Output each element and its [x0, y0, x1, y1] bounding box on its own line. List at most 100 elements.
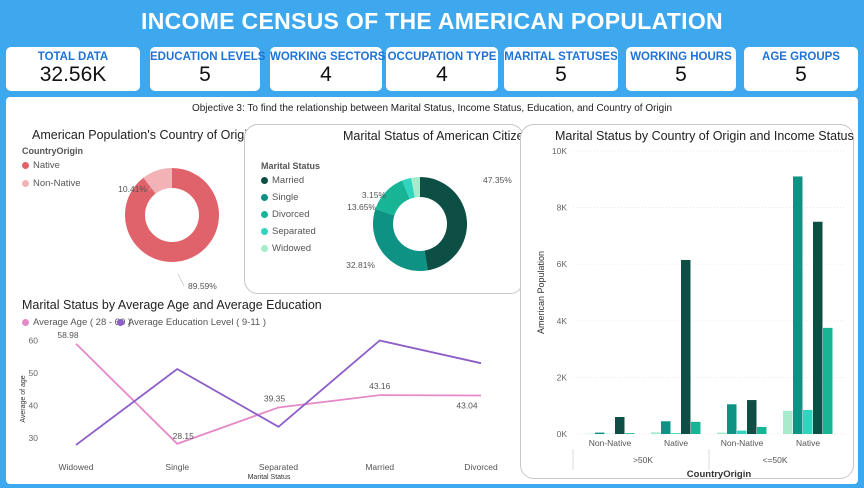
- bar-widowed[interactable]: [717, 432, 727, 434]
- kpi-label: WORKING SECTORS: [270, 51, 386, 63]
- bar-single[interactable]: [727, 404, 737, 434]
- legend-dot: [22, 319, 29, 326]
- bar-separated[interactable]: [671, 433, 681, 434]
- marital-slice-0[interactable]: [420, 177, 467, 271]
- x-tick-label: Widowed: [59, 462, 94, 472]
- country-data-label: 10.41%: [118, 184, 147, 194]
- objective-text: Objective 3: To find the relationship be…: [191, 103, 673, 114]
- line-chart-svg: 30 40 50 60 Average of age Widowed Single Separ…: [20, 330, 498, 481]
- bar-single[interactable]: [793, 176, 803, 434]
- legend-item-non-native[interactable]: Non-Native: [22, 178, 81, 189]
- marital-data-label: 32.81%: [346, 260, 375, 270]
- legend-item-widowed[interactable]: Widowed: [261, 243, 311, 254]
- bar-divorced[interactable]: [691, 421, 701, 434]
- kpi-marital-statuses[interactable]: MARITAL STATUSES 5: [504, 47, 618, 91]
- kpi-label: EDUCATION LEVELS: [150, 51, 266, 63]
- legend-label: Widowed: [272, 243, 312, 254]
- marital-data-label: 47.35%: [483, 175, 512, 185]
- country-origin-card[interactable]: American Population's Country of Origin …: [6, 124, 254, 294]
- legend-label: Married: [272, 175, 305, 186]
- kpi-value: 4: [320, 63, 332, 86]
- legend-label: Divorced: [272, 209, 310, 220]
- bar-single[interactable]: [595, 432, 605, 434]
- age-education-card[interactable]: Marital Status by Average Age and Averag…: [6, 294, 520, 482]
- legend-label: Native: [33, 160, 60, 171]
- marital-country-income-card[interactable]: Marital Status by Country of Origin and …: [520, 124, 854, 480]
- y-tick-label: 50: [29, 368, 39, 378]
- bar-married[interactable]: [681, 259, 691, 434]
- y-tick-label: 0K: [557, 429, 568, 439]
- x-tick-label: Divorced: [464, 462, 498, 472]
- legend-dot: [22, 180, 29, 187]
- kpi-education-levels[interactable]: EDUCATION LEVELS 5: [150, 47, 266, 91]
- legend-item-average-age[interactable]: Average Age ( 28 - 60 ): [22, 317, 131, 328]
- marital-legend-title: Marital Status: [261, 161, 321, 171]
- bar-widowed[interactable]: [783, 410, 793, 434]
- age-data-label: 58.98: [57, 330, 79, 340]
- legend-item-native[interactable]: Native: [22, 160, 60, 171]
- kpi-label: WORKING HOURS: [630, 51, 732, 63]
- legend-dot: [261, 194, 268, 201]
- bar-married[interactable]: [813, 221, 823, 434]
- kpi-value: 5: [555, 63, 567, 86]
- country-data-label: 89.59%: [188, 281, 217, 291]
- marital-data-label: 13.65%: [347, 202, 376, 212]
- country-origin-title: American Population's Country of Origin: [32, 128, 254, 142]
- bar-single[interactable]: [661, 421, 671, 434]
- legend-dot: [261, 228, 268, 235]
- bar-widowed[interactable]: [651, 432, 661, 434]
- country-donut-svg: 10.41% 89.59%: [118, 168, 219, 291]
- legend-dot: [22, 162, 29, 169]
- y-tick-label: 6K: [557, 259, 568, 269]
- marital-slice-3[interactable]: [402, 177, 415, 200]
- dashboard-title: INCOME CENSUS OF THE AMERICAN POPULATION: [141, 8, 723, 34]
- kpi-working-sectors[interactable]: WORKING SECTORS 4: [270, 47, 386, 91]
- kpi-total-data[interactable]: TOTAL DATA 32.56K: [6, 47, 140, 91]
- y-tick-label: 10K: [552, 146, 567, 156]
- y-tick-label: 8K: [557, 203, 568, 213]
- kpi-occupation-type[interactable]: OCCUPATION TYPE 4: [386, 47, 498, 91]
- legend-item-divorced[interactable]: Divorced: [261, 209, 310, 220]
- kpi-age-groups[interactable]: AGE GROUPS 5: [744, 47, 858, 91]
- bar-separated[interactable]: [803, 409, 813, 434]
- kpi-label: MARITAL STATUSES: [504, 51, 618, 63]
- age-data-label: 43.16: [369, 381, 391, 391]
- marital-status-card[interactable]: Marital Status of American Citizen Marit…: [244, 124, 531, 294]
- marital-status-title: Marital Status of American Citizen: [343, 129, 531, 143]
- country-slice-non-native[interactable]: [143, 168, 172, 194]
- marital-slice-4[interactable]: [411, 177, 420, 198]
- bar-divorced[interactable]: [625, 433, 635, 434]
- bar-married[interactable]: [615, 417, 625, 434]
- kpi-value: 32.56K: [39, 63, 107, 86]
- bar-separated[interactable]: [737, 430, 747, 434]
- age-data-label: 43.04: [456, 400, 478, 410]
- country-slice-native[interactable]: [124, 168, 219, 262]
- y-tick-label: 4K: [557, 316, 568, 326]
- bar-chart-title: Marital Status by Country of Origin and …: [555, 129, 854, 143]
- y-tick-label: 2K: [557, 372, 568, 382]
- kpi-row: TOTAL DATA 32.56K EDUCATION LEVELS 5 WOR…: [6, 47, 858, 91]
- kpi-value: 4: [436, 63, 448, 86]
- group-label: <=50K: [762, 455, 787, 465]
- legend-item-single[interactable]: Single: [261, 192, 298, 203]
- x-tick-label: Non-Native: [721, 438, 764, 448]
- x-tick-label: Native: [664, 438, 688, 448]
- marital-slice-1[interactable]: [373, 209, 428, 271]
- legend-item-average-education[interactable]: Average Education Level ( 9-11 ): [117, 317, 266, 328]
- legend-label: Average Education Level ( 9-11 ): [128, 317, 267, 328]
- legend-item-married[interactable]: Married: [261, 175, 304, 186]
- legend-dot: [261, 177, 268, 184]
- report-canvas: Objective 3: To find the relationship be…: [6, 97, 858, 484]
- legend-item-separated[interactable]: Separated: [261, 226, 316, 237]
- marital-slice-2[interactable]: [375, 180, 410, 216]
- marital-donut-svg: 47.35% 32.81% 13.65% 3.15%: [346, 175, 512, 271]
- line-series-1[interactable]: [75, 339, 482, 446]
- bar-married[interactable]: [747, 400, 757, 434]
- kpi-working-hours[interactable]: WORKING HOURS 5: [626, 47, 736, 91]
- line-series-0[interactable]: [75, 343, 482, 445]
- legend-dot: [261, 245, 268, 252]
- y-tick-label: 30: [29, 433, 39, 443]
- bar-divorced[interactable]: [757, 426, 767, 434]
- kpi-value: 5: [795, 63, 807, 86]
- bar-divorced[interactable]: [823, 327, 833, 434]
